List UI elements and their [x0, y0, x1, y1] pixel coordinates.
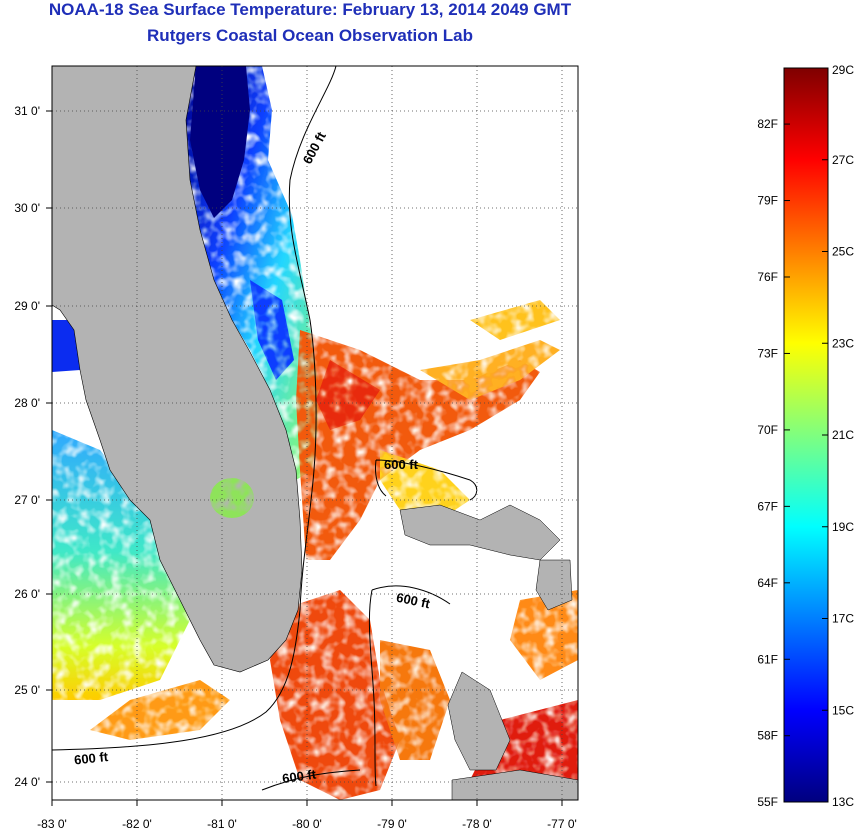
colorbar-f-label: 64F — [757, 576, 778, 590]
colorbar-f-label: 67F — [757, 499, 778, 513]
colorbar-c-label: 17C — [832, 612, 854, 626]
grand-bahama-island — [399, 504, 561, 561]
abaco-island — [535, 559, 573, 611]
west-florida-shelf-water — [52, 430, 190, 700]
lat-label: 27 0' — [14, 493, 40, 507]
colorbar-f-label: 82F — [757, 117, 778, 131]
colorbar-c-label: 15C — [832, 703, 854, 717]
big-bend-cold-water — [52, 320, 80, 372]
colorbar-f-label: 79F — [757, 194, 778, 208]
colorbar-ticks — [784, 67, 828, 803]
colorbar-f-label: 61F — [757, 652, 778, 666]
colorbar-celsius-labels: 29C 27C 25C 23C 21C 19C 17C 15C 13C — [832, 63, 854, 809]
lon-label: -77 0' — [547, 817, 577, 831]
colorbar-c-label: 29C — [832, 63, 854, 77]
lat-label: 25 0' — [14, 683, 40, 697]
lon-label: -80 0' — [292, 817, 322, 831]
florida-straits-warm-water — [270, 590, 400, 800]
colorbar-f-label: 58F — [757, 729, 778, 743]
coastal-coldest-water — [190, 66, 250, 218]
lake-okeechobee — [210, 478, 254, 518]
east-straits-warm-patch — [510, 590, 578, 680]
colorbar-f-label: 55F — [757, 795, 778, 809]
contour-label-south: 600 ft — [281, 766, 317, 786]
map-tick-marks — [46, 110, 563, 806]
coastal-blue-patch — [250, 280, 294, 380]
lon-label: -78 0' — [462, 817, 492, 831]
colorbar-f-label: 70F — [757, 423, 778, 437]
lat-label: 28 0' — [14, 396, 40, 410]
colorbar-c-label: 27C — [832, 153, 854, 167]
sst-field — [52, 66, 578, 800]
lon-label: -79 0' — [377, 817, 407, 831]
colorbar-c-label: 13C — [832, 795, 854, 809]
lat-label: 30 0' — [14, 201, 40, 215]
andros-island — [447, 671, 511, 771]
lon-label: -82 0' — [122, 817, 152, 831]
map-frame — [51, 65, 579, 801]
straits-orange-patch — [380, 640, 450, 760]
lat-label: 24 0' — [14, 775, 40, 789]
lon-label: -83 0' — [37, 817, 67, 831]
bahamas-yellow-patch — [380, 450, 470, 520]
offshore-yellow-streak — [470, 300, 560, 340]
cuba-coast — [451, 769, 578, 800]
lat-label: 31 0' — [14, 104, 40, 118]
colorbar-c-label: 19C — [832, 520, 854, 534]
600ft-isobath — [52, 66, 478, 791]
contour-label-straits: 600 ft — [395, 590, 432, 612]
contour-label-bahamas: 600 ft — [384, 457, 419, 472]
gulf-stream-hot-core — [316, 360, 380, 430]
map-title: NOAA-18 Sea Surface Temperature: Februar… — [48, 0, 572, 19]
colorbar-scale — [783, 67, 829, 803]
lon-label: -81 0' — [207, 817, 237, 831]
keys-orange-water — [90, 680, 230, 740]
colorbar-f-label: 73F — [757, 346, 778, 360]
florida-peninsula-land — [52, 66, 303, 673]
contour-label-gulf: 600 ft — [73, 749, 109, 768]
offshore-orange-streak — [420, 340, 560, 400]
colorbar-f-label: 76F — [757, 270, 778, 284]
lat-label: 26 0' — [14, 587, 40, 601]
lat-label: 29 0' — [14, 299, 40, 313]
map-subtitle: Rutgers Coastal Ocean Observation Lab — [147, 26, 473, 45]
colorbar-c-label: 21C — [832, 428, 854, 442]
colorbar-fahrenheit-labels: 82F 79F 76F 73F 70F 67F 64F 61F 58F 55F — [757, 117, 778, 809]
colorbar-c-label: 23C — [832, 336, 854, 350]
colorbar-c-label: 25C — [832, 245, 854, 259]
